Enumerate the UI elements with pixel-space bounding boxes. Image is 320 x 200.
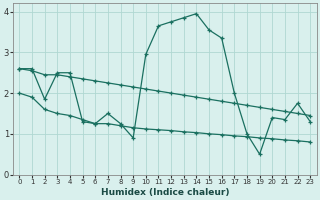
X-axis label: Humidex (Indice chaleur): Humidex (Indice chaleur) [100, 188, 229, 197]
